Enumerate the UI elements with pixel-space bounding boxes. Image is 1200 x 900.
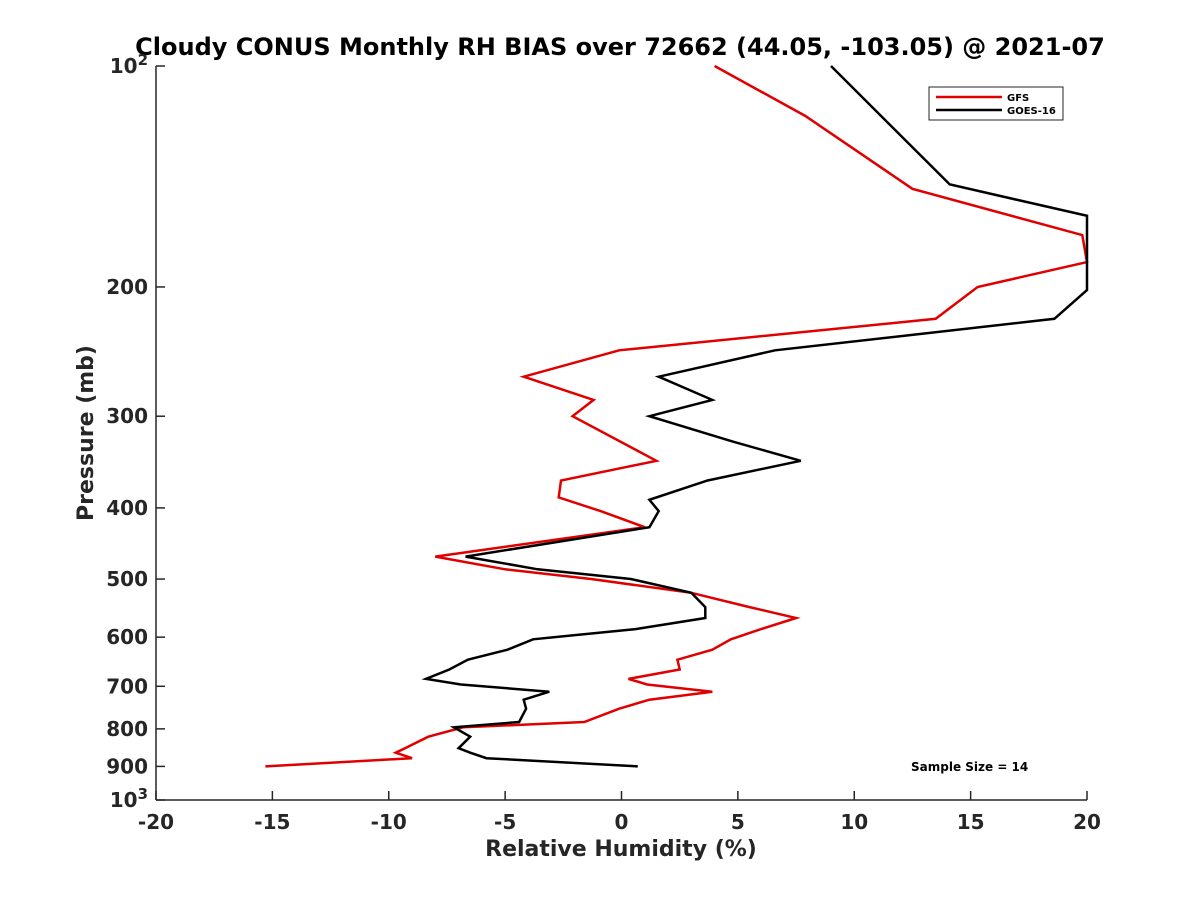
y-tick-label: 600 xyxy=(106,625,148,649)
legend-label-gfs: GFS xyxy=(1007,93,1029,104)
y-tick-label: 200 xyxy=(106,275,148,299)
x-tick-label: 20 xyxy=(1073,810,1101,834)
x-tick-label: -20 xyxy=(138,810,174,834)
x-tick-label: 15 xyxy=(957,810,985,834)
legend-label-goes16: GOES-16 xyxy=(1007,106,1056,117)
x-tick-label: 10 xyxy=(840,810,868,834)
series-group xyxy=(265,64,1089,768)
plot-area: -20 -15 -10 -5 0 5 10 15 20 102 200 300 400 500 600 70… xyxy=(106,51,1101,834)
y-ticks: 102 200 300 400 500 600 700 800 900 103 xyxy=(106,51,165,812)
y-tick-label: 300 xyxy=(106,404,148,428)
x-ticks: -20 -15 -10 -5 0 5 10 15 20 xyxy=(138,791,1101,834)
x-axis-label: Relative Humidity (%) xyxy=(485,837,757,862)
chart-title: Cloudy CONUS Monthly RH BIAS over 72662 … xyxy=(135,33,1105,61)
series-line-gfs xyxy=(265,64,1089,768)
y-tick-label: 400 xyxy=(106,496,148,520)
x-tick-label: 0 xyxy=(615,810,629,834)
y-tick-label: 700 xyxy=(106,674,148,698)
y-tick-label: 800 xyxy=(106,717,148,741)
x-tick-label: -5 xyxy=(494,810,516,834)
series-line-goes16 xyxy=(421,65,1089,768)
y-tick-label: 102 xyxy=(110,51,148,78)
x-tick-label: -15 xyxy=(254,810,290,834)
x-tick-label: -10 xyxy=(371,810,407,834)
y-tick-label: 500 xyxy=(106,567,148,591)
y-axis-label: Pressure (mb) xyxy=(74,345,99,521)
x-tick-label: 5 xyxy=(731,810,745,834)
legend: GFS GOES-16 xyxy=(928,86,1064,121)
sample-size-annotation: Sample Size = 14 xyxy=(911,760,1028,774)
y-tick-label: 103 xyxy=(110,785,148,812)
legend-box xyxy=(928,86,1064,121)
y-tick-label: 900 xyxy=(106,754,148,778)
